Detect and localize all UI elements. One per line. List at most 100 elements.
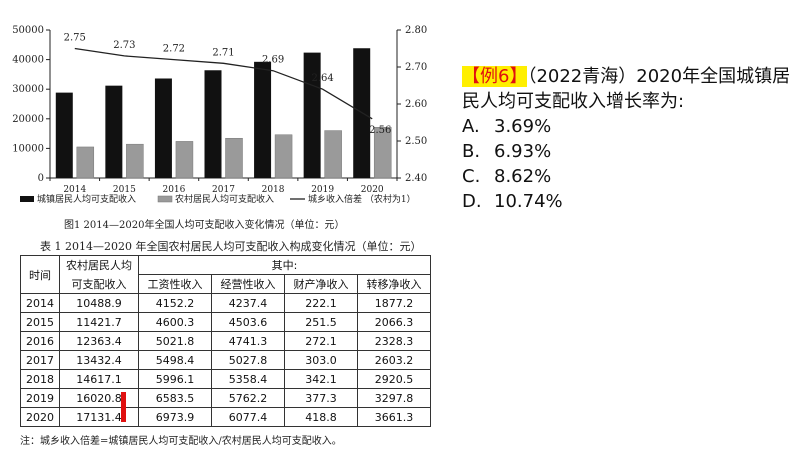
option-c[interactable]: C. 8.62%	[462, 164, 792, 189]
option-letter: B.	[462, 141, 481, 162]
cell-year: 2020	[20, 407, 60, 427]
question-block: 【例6】（2022青海）2020年全国城镇居民人均可支配收入增长率为: A. 3.…	[462, 64, 792, 214]
rural-income-bar	[373, 127, 392, 179]
x-tick-label: 2019	[311, 185, 334, 195]
cell-year: 2019	[20, 388, 60, 408]
table-row: 2016 12363.4 5021.8 4741.3 272.1 2328.3	[20, 331, 431, 351]
legend-ratio-label: 城乡收入倍差 （农村为1）	[308, 193, 416, 205]
urban-income-bar	[254, 61, 272, 178]
legend-urban-swatch	[20, 196, 34, 202]
cell-property: 303.0	[284, 350, 358, 370]
table-row: 2019 16020.8 6583.5 5762.2 377.3 3297.8	[20, 388, 431, 408]
rural-income-bar	[175, 141, 194, 179]
question-text: （2022青海）2020年全国城镇居民人均可支配收入增长率为:	[462, 66, 791, 112]
table-caption: 表 1 2014—2020 年全国农村居民人均可支配收入构成变化情况（单位：元）	[40, 240, 422, 253]
cell-year: 2018	[20, 369, 60, 389]
header-wage: 工资性收入	[138, 274, 212, 294]
cell-property: 377.3	[284, 388, 358, 408]
cell-rural: 13432.4	[59, 350, 139, 370]
right-tick-label: 2.50	[405, 136, 427, 147]
cell-property: 272.1	[284, 331, 358, 351]
cell-business: 5762.2	[211, 388, 285, 408]
cell-rural: 11421.7	[59, 312, 139, 332]
chart-title: 图1 2014—2020年全国人均可支配收入变化情况（单位：元）	[64, 220, 345, 231]
ratio-data-label: 2.64	[312, 73, 334, 84]
option-text: 10.74%	[494, 191, 563, 212]
header-transfer: 转移净收入	[357, 274, 431, 294]
table-row: 2018 14617.1 5996.1 5358.4 342.1 2920.5	[20, 369, 431, 389]
highlight-marker	[121, 392, 126, 422]
header-business: 经营性收入	[211, 274, 285, 294]
rural-income-bar	[126, 143, 144, 179]
option-letter: D.	[462, 191, 482, 212]
cell-wage: 6583.5	[138, 388, 212, 408]
option-d[interactable]: D. 10.74%	[462, 189, 792, 214]
cell-wage: 5996.1	[138, 369, 212, 389]
option-letter: A.	[462, 116, 480, 137]
left-tick-label: 20000	[12, 114, 44, 125]
left-tick-label: 50000	[12, 25, 44, 36]
urban-income-bar	[303, 52, 321, 179]
x-tick-label: 2014	[63, 185, 86, 195]
header-rural-income: 农村居民人均	[59, 255, 139, 275]
cell-year: 2017	[20, 350, 60, 370]
cell-transfer: 3297.8	[357, 388, 431, 408]
cell-transfer: 3661.3	[357, 407, 431, 427]
table-row: 2014 10488.9 4152.2 4237.4 222.1 1877.2	[20, 293, 431, 313]
ratio-line	[74, 47, 373, 120]
cell-wage: 5021.8	[138, 331, 212, 351]
question-tag: 【例6】	[462, 66, 528, 87]
cell-property: 251.5	[284, 312, 358, 332]
option-b[interactable]: B. 6.93%	[462, 139, 792, 164]
income-chart: 0 10000 20000 30000 40000 50000 2.40 2.50 2.60 2.…	[12, 25, 427, 205]
ratio-data-label: 2.71	[212, 47, 234, 58]
ratio-data-label: 2.75	[64, 33, 86, 44]
table-row: 2017 13432.4 5498.4 5027.8 303.0 2603.2	[20, 350, 431, 370]
option-text: 3.69%	[494, 116, 552, 137]
cell-wage: 5498.4	[138, 350, 212, 370]
x-tick-label: 2018	[262, 185, 285, 195]
ratio-data-label: 2.73	[113, 40, 135, 51]
cell-rural: 16020.8	[59, 388, 139, 408]
cell-year: 2016	[20, 331, 60, 351]
rural-income-bar	[274, 134, 293, 179]
urban-income-bar	[154, 78, 172, 178]
rural-income-bar	[324, 130, 342, 179]
cell-transfer: 2066.3	[357, 312, 431, 332]
cell-rural: 10488.9	[59, 293, 139, 313]
table-note: 注：城乡收入倍差=城镇居民人均可支配收入/农村居民人均可支配收入。	[20, 436, 342, 447]
option-text: 6.93%	[494, 141, 552, 162]
header-group: 其中:	[138, 255, 431, 275]
cell-transfer: 1877.2	[357, 293, 431, 313]
cell-transfer: 2920.5	[357, 369, 431, 389]
income-structure-table: 时间 农村居民人均 其中: 可支配收入 工资性收入 经营性收入 财产净收入 转移…	[20, 255, 431, 427]
right-tick-label: 2.60	[405, 99, 427, 110]
header-time: 时间	[20, 255, 60, 294]
cell-property: 418.8	[284, 407, 358, 427]
header-property: 财产净收入	[284, 274, 358, 294]
cell-business: 4741.3	[211, 331, 285, 351]
urban-income-bar	[204, 70, 222, 178]
left-tick-label: 10000	[12, 143, 44, 154]
x-tick-label: 2016	[162, 185, 185, 195]
urban-income-bar	[105, 85, 123, 178]
left-tick-label: 40000	[12, 55, 44, 66]
cell-property: 222.1	[284, 293, 358, 313]
cell-business: 4503.6	[211, 312, 285, 332]
ratio-data-label: 2.72	[163, 44, 185, 55]
ratio-data-label: 2.69	[262, 55, 284, 66]
table-row: 2015 11421.7 4600.3 4503.6 251.5 2066.3	[20, 312, 431, 332]
cell-wage: 4600.3	[138, 312, 212, 332]
right-tick-label: 2.40	[405, 173, 427, 184]
header-rural-income-2: 可支配收入	[59, 274, 139, 294]
ratio-data-label: 2.56	[369, 125, 391, 136]
cell-year: 2014	[20, 293, 60, 313]
cell-business: 6077.4	[211, 407, 285, 427]
x-tick-label: 2015	[113, 185, 136, 195]
cell-property: 342.1	[284, 369, 358, 389]
rural-income-bar	[225, 137, 243, 179]
cell-business: 4237.4	[211, 293, 285, 313]
option-a[interactable]: A. 3.69%	[462, 114, 792, 139]
legend-rural-label: 农村居民人均可支配收入	[175, 193, 274, 205]
left-tick-label: 30000	[12, 84, 44, 95]
